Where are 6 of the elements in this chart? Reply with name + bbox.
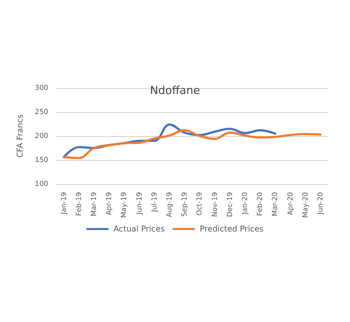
legend-label: Actual Prices	[113, 224, 165, 234]
chart-title: Ndoffane	[150, 84, 200, 97]
line-series	[62, 123, 276, 158]
legend-label: Predicted Prices	[200, 224, 264, 234]
y-axis-title: CFA Francs	[16, 114, 24, 158]
line-series	[62, 129, 322, 160]
